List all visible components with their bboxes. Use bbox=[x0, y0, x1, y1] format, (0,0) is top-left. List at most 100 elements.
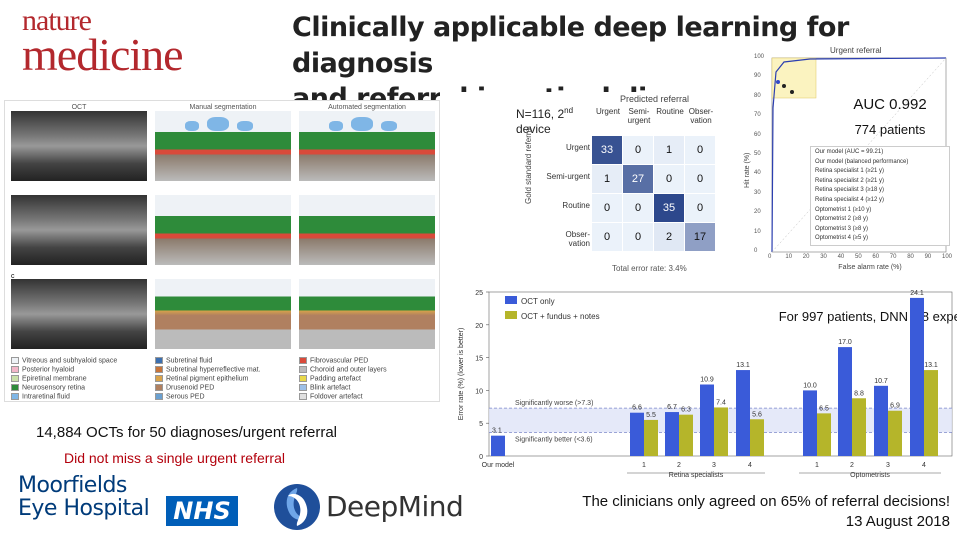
roc-y-tick: 80 bbox=[754, 92, 761, 99]
bar-value-label: 6.9 bbox=[890, 403, 900, 410]
bar-oct-only bbox=[630, 412, 644, 456]
roc-legend-entry: Optometrist 1 (≥10 y) bbox=[815, 206, 872, 213]
roc-y-tick: 20 bbox=[754, 209, 761, 216]
y-tick-label: 5 bbox=[479, 421, 483, 428]
roc-legend-entry: Retina specialist 1 (≥21 y) bbox=[815, 168, 884, 175]
automated-segmentation-image bbox=[299, 279, 435, 349]
roc-point bbox=[790, 90, 794, 94]
bar-oct-only bbox=[700, 384, 714, 456]
journal-logo: nature medicine bbox=[22, 6, 262, 78]
bar-chart-svg: Significantly worse (>7.3) Significantly … bbox=[458, 290, 960, 479]
bar-oct-fundus-notes bbox=[644, 419, 658, 456]
legend-entry: Subretinal hyperreflective mat. bbox=[155, 366, 261, 375]
roc-x-tick: 0 bbox=[768, 254, 772, 260]
x-category-label: 4 bbox=[922, 462, 926, 469]
y-tick-label: 20 bbox=[475, 323, 483, 330]
legend-entry: Serous PED bbox=[155, 393, 205, 402]
legend-label: OCT + fundus + notes bbox=[521, 312, 600, 321]
roc-legend-entry: Our model (balanced performance) bbox=[815, 158, 909, 165]
cm-col-label: Routine bbox=[656, 107, 684, 116]
automated-segmentation-image bbox=[299, 111, 435, 181]
legend-label: Padding artefact bbox=[310, 375, 361, 383]
legend-label: Choroid and outer layers bbox=[310, 366, 387, 374]
legend-entry: Intraretinal fluid bbox=[11, 393, 70, 402]
roc-y-tick: 100 bbox=[754, 54, 765, 60]
cm-cell: 33 bbox=[592, 136, 622, 164]
legend-swatch bbox=[11, 366, 19, 373]
legend-entry: Blink artefact bbox=[299, 384, 350, 393]
roc-y-tick: 40 bbox=[754, 170, 761, 177]
legend-swatch bbox=[155, 393, 163, 400]
roc-y-tick: 50 bbox=[754, 151, 761, 157]
cm-cell: 1 bbox=[654, 136, 684, 164]
y-tick-label: 0 bbox=[479, 454, 483, 461]
moorfields-line2: Eye Hospital bbox=[18, 496, 150, 522]
legend-label: Posterior hyaloid bbox=[22, 366, 75, 374]
cm-cell: 1 bbox=[592, 165, 622, 193]
roc-y-tick: 90 bbox=[754, 73, 761, 80]
chart-title: For 997 patients, DNN v 8 experts bbox=[779, 309, 957, 324]
moorfields-logo: Moorfields Eye Hospital bbox=[18, 474, 163, 520]
bar-value-label: 10.0 bbox=[803, 382, 817, 389]
roc-x-tick: 10 bbox=[785, 254, 793, 260]
roc-x-tick: 100 bbox=[942, 254, 953, 260]
roc-figure: Urgent referral 100 90 80 70 60 50 40 30 20 10 0 0… bbox=[744, 46, 955, 273]
legend-swatch bbox=[299, 375, 307, 382]
roc-x-tick: 60 bbox=[872, 254, 880, 260]
legend-swatch bbox=[11, 357, 19, 364]
bar-value-label: 10.9 bbox=[700, 376, 714, 383]
roc-auc-label: AUC 0.992 bbox=[853, 96, 927, 113]
roc-legend-entry: Our model (AUC = 99.21) bbox=[815, 149, 884, 155]
legend-swatch bbox=[11, 384, 19, 391]
oct-segmentation-figure: OCT Manual segmentation Automated segmen… bbox=[4, 100, 440, 402]
cm-footer: Total error rate: 3.4% bbox=[612, 264, 687, 273]
roc-y-tick: 70 bbox=[754, 112, 761, 119]
x-category-label: 1 bbox=[642, 462, 646, 469]
legend-label: Neurosensory retina bbox=[22, 384, 86, 392]
cm-cell: 0 bbox=[685, 165, 715, 193]
bar-value-label: 6.3 bbox=[681, 407, 691, 414]
cm-cell: 2 bbox=[654, 223, 684, 251]
bar-value-label: 8.8 bbox=[854, 390, 864, 397]
roc-legend-entry: Retina specialist 2 (≥21 y) bbox=[815, 177, 884, 184]
bar-oct-fundus-notes bbox=[852, 398, 866, 456]
roc-x-tick: 30 bbox=[820, 254, 827, 260]
legend-label: Epiretinal membrane bbox=[22, 375, 87, 383]
cm-cell: 27 bbox=[623, 165, 653, 193]
legend-swatch bbox=[299, 384, 307, 391]
roc-x-tick: 50 bbox=[855, 254, 862, 260]
cm-col-label: Obser-vation bbox=[688, 107, 714, 125]
legend-label: OCT only bbox=[521, 297, 555, 306]
bar-value-label: 13.1 bbox=[736, 362, 750, 369]
bar-oct-only bbox=[838, 347, 852, 456]
legend-entry: Padding artefact bbox=[299, 375, 361, 384]
agreement-text: The clinicians only agreed on 65% of ref… bbox=[582, 493, 950, 510]
legend-label: Subretinal fluid bbox=[166, 357, 213, 365]
band-upper-label: Significantly worse (>7.3) bbox=[515, 400, 593, 407]
legend-label: Foldover artefact bbox=[310, 393, 363, 401]
x-category-label: Our model bbox=[482, 462, 515, 469]
predicted-referral-title: Predicted referral bbox=[620, 94, 690, 104]
roc-point bbox=[782, 84, 786, 88]
cm-row-label: Semi-urgent bbox=[546, 172, 590, 181]
bar-value-label: 6.5 bbox=[819, 405, 829, 412]
legend-label: Fibrovascular PED bbox=[310, 357, 369, 365]
group-label-optometrists: Optometrists bbox=[850, 472, 890, 479]
group-label-retina: Retina specialists bbox=[669, 472, 724, 479]
bar-oct-only bbox=[803, 390, 817, 456]
roc-patients-label: 774 patients bbox=[854, 122, 926, 137]
legend-swatch bbox=[11, 393, 19, 400]
oct-row-c: c bbox=[11, 271, 437, 349]
legend-swatch bbox=[155, 384, 163, 391]
col-header-oct: OCT bbox=[71, 104, 87, 111]
cm-cell: 35 bbox=[654, 194, 684, 222]
roc-x-tick: 70 bbox=[889, 254, 897, 260]
caption-dataset: 14,884 OCTs for 50 diagnoses/urgent refe… bbox=[36, 424, 338, 441]
x-category-label: 4 bbox=[748, 462, 752, 469]
y-tick-label: 25 bbox=[475, 290, 483, 297]
x-category-label: 3 bbox=[886, 462, 890, 469]
sample-note-line1: N=116, 2 bbox=[516, 107, 565, 121]
roc-y-tick: 0 bbox=[754, 248, 758, 254]
legend-label: Intraretinal fluid bbox=[22, 393, 70, 401]
cm-row-label: Routine bbox=[562, 201, 590, 210]
